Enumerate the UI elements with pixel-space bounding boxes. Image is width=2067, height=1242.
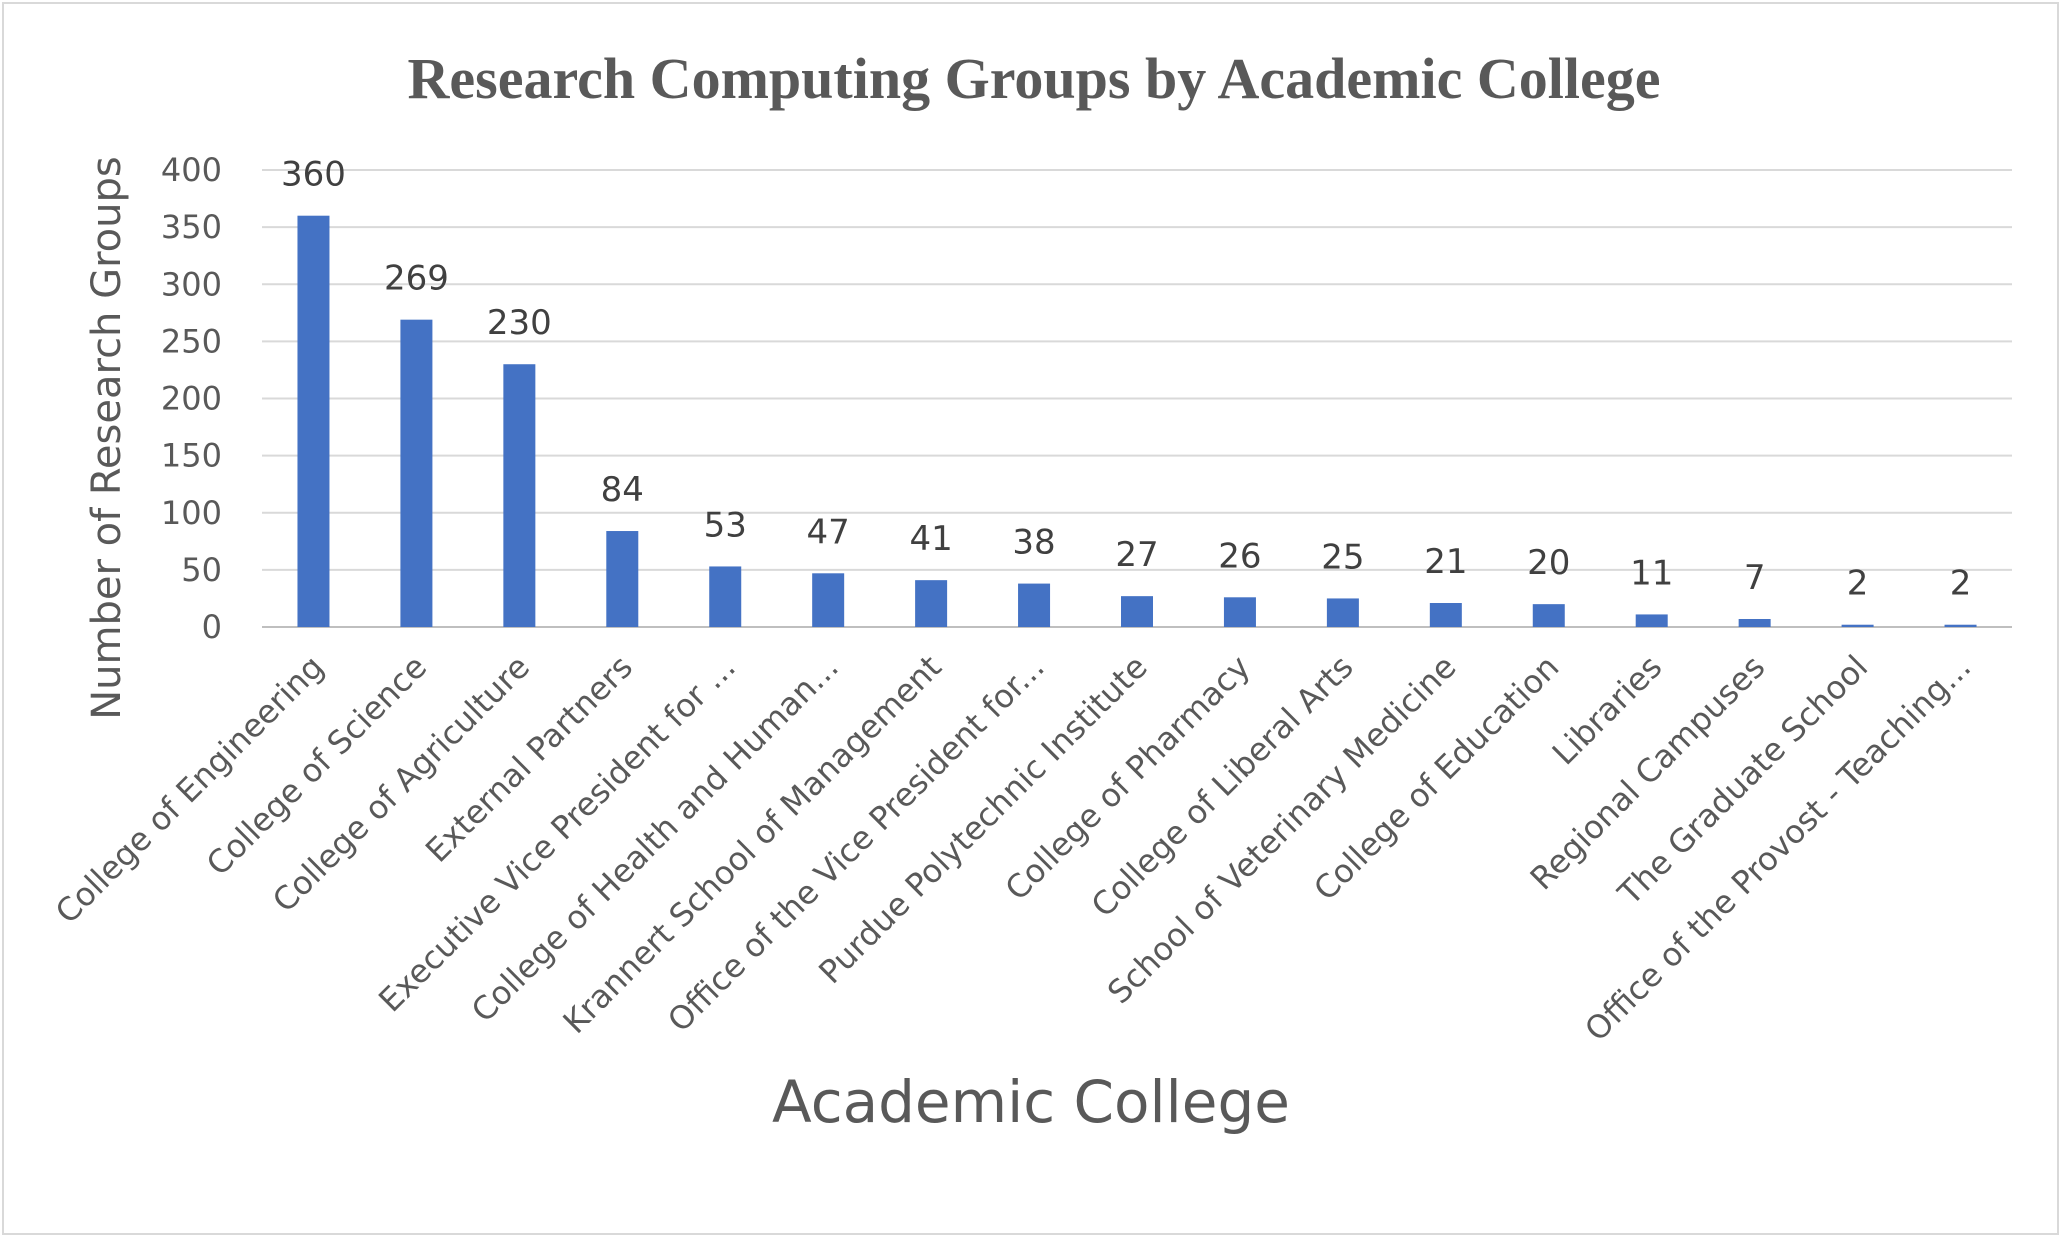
y-tick-label: 0 bbox=[202, 608, 222, 646]
x-tick-label: Office of the Vice President for... bbox=[660, 648, 1052, 1040]
data-label: 20 bbox=[1527, 543, 1570, 583]
x-axis-title: Academic College bbox=[772, 1068, 1290, 1136]
data-label: 26 bbox=[1218, 536, 1261, 576]
x-tick-label: Krannert School of Management bbox=[556, 648, 949, 1041]
data-label: 2 bbox=[1950, 564, 1972, 604]
bar bbox=[1944, 624, 1977, 627]
bar bbox=[1018, 583, 1051, 627]
bar bbox=[915, 580, 948, 627]
data-label: 360 bbox=[281, 155, 346, 195]
bar bbox=[297, 215, 330, 627]
y-tick-label: 300 bbox=[161, 265, 222, 303]
bar bbox=[1429, 603, 1462, 627]
y-tick-label: 150 bbox=[161, 437, 222, 475]
data-label: 27 bbox=[1115, 535, 1158, 575]
y-tick-label: 100 bbox=[161, 494, 222, 532]
data-label: 7 bbox=[1744, 558, 1766, 598]
x-tick-label: College of Health and Human... bbox=[464, 648, 846, 1030]
y-tick-label: 200 bbox=[161, 380, 222, 418]
y-axis-ticks: 0 50 100 150 200 250 300 350 400 bbox=[161, 151, 222, 646]
data-label: 230 bbox=[487, 303, 552, 343]
data-label: 41 bbox=[909, 519, 952, 559]
data-label: 25 bbox=[1321, 537, 1364, 577]
chart-title: Research Computing Groups by Academic Co… bbox=[408, 46, 1661, 111]
data-label: 47 bbox=[807, 512, 850, 552]
data-label: 53 bbox=[704, 505, 747, 545]
y-tick-label: 400 bbox=[161, 151, 222, 189]
bar bbox=[1223, 597, 1256, 627]
y-tick-label: 50 bbox=[181, 551, 222, 589]
bar bbox=[400, 319, 433, 627]
gridlines bbox=[262, 169, 2012, 628]
bar bbox=[503, 364, 536, 627]
bar bbox=[1841, 624, 1874, 627]
data-labels: 360 269 230 84 53 47 41 38 27 26 25 21 20 11 7 2 2 bbox=[281, 155, 1971, 604]
data-label: 84 bbox=[601, 470, 644, 510]
bar bbox=[812, 573, 845, 627]
bar bbox=[1738, 619, 1771, 627]
data-label: 11 bbox=[1630, 553, 1673, 593]
bars bbox=[297, 215, 1977, 627]
bar bbox=[1635, 614, 1668, 627]
data-label: 2 bbox=[1847, 564, 1869, 604]
bar bbox=[709, 566, 742, 627]
data-label: 38 bbox=[1012, 523, 1055, 563]
bar bbox=[1532, 604, 1565, 627]
data-label: 21 bbox=[1424, 542, 1467, 582]
x-tick-label: Office of the Provost - Teaching... bbox=[1577, 648, 1978, 1049]
bar bbox=[606, 531, 639, 627]
bar bbox=[1326, 598, 1359, 627]
data-label: 269 bbox=[384, 259, 449, 299]
y-tick-label: 250 bbox=[161, 322, 222, 360]
y-axis-title: Number of Research Groups bbox=[84, 156, 130, 719]
y-tick-label: 350 bbox=[161, 208, 222, 246]
bar-chart: Research Computing Groups by Academic Co… bbox=[48, 46, 2012, 1136]
bar bbox=[1121, 596, 1153, 627]
